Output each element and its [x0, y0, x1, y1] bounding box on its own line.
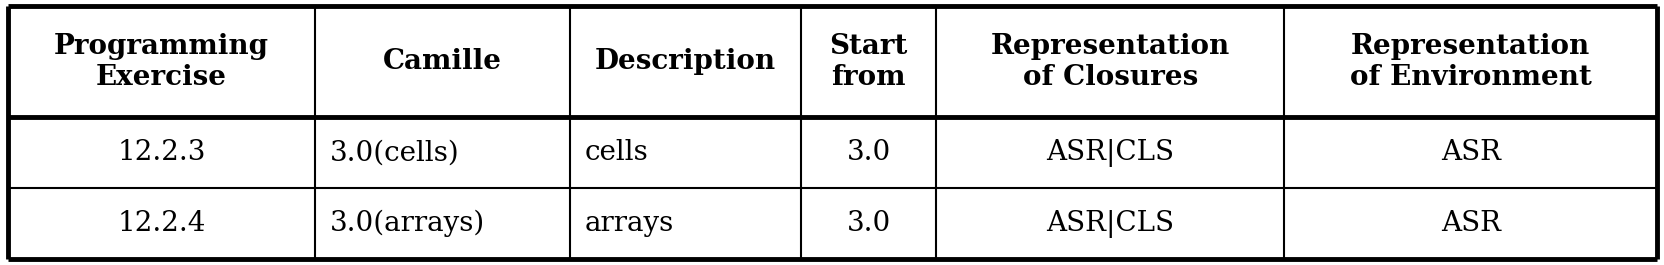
- Text: Camille: Camille: [383, 48, 503, 75]
- Text: ASR|CLS: ASR|CLS: [1045, 139, 1173, 167]
- Text: ASR: ASR: [1439, 139, 1499, 166]
- Text: ASR: ASR: [1439, 210, 1499, 237]
- Text: cells: cells: [584, 139, 647, 166]
- Text: Description: Description: [594, 48, 775, 75]
- Text: Start
from: Start from: [829, 33, 907, 91]
- Text: ASR|CLS: ASR|CLS: [1045, 210, 1173, 238]
- Text: 12.2.3: 12.2.3: [116, 139, 205, 166]
- Text: arrays: arrays: [584, 210, 672, 237]
- Text: Representation
of Closures: Representation of Closures: [990, 33, 1230, 91]
- Text: 3.0(arrays): 3.0(arrays): [329, 210, 484, 237]
- Text: 3.0: 3.0: [847, 139, 890, 166]
- Text: Programming
Exercise: Programming Exercise: [53, 33, 268, 91]
- Text: 12.2.4: 12.2.4: [116, 210, 205, 237]
- Text: 3.0(cells): 3.0(cells): [329, 139, 459, 166]
- Text: Representation
of Environment: Representation of Environment: [1350, 33, 1591, 91]
- Text: 3.0: 3.0: [847, 210, 890, 237]
